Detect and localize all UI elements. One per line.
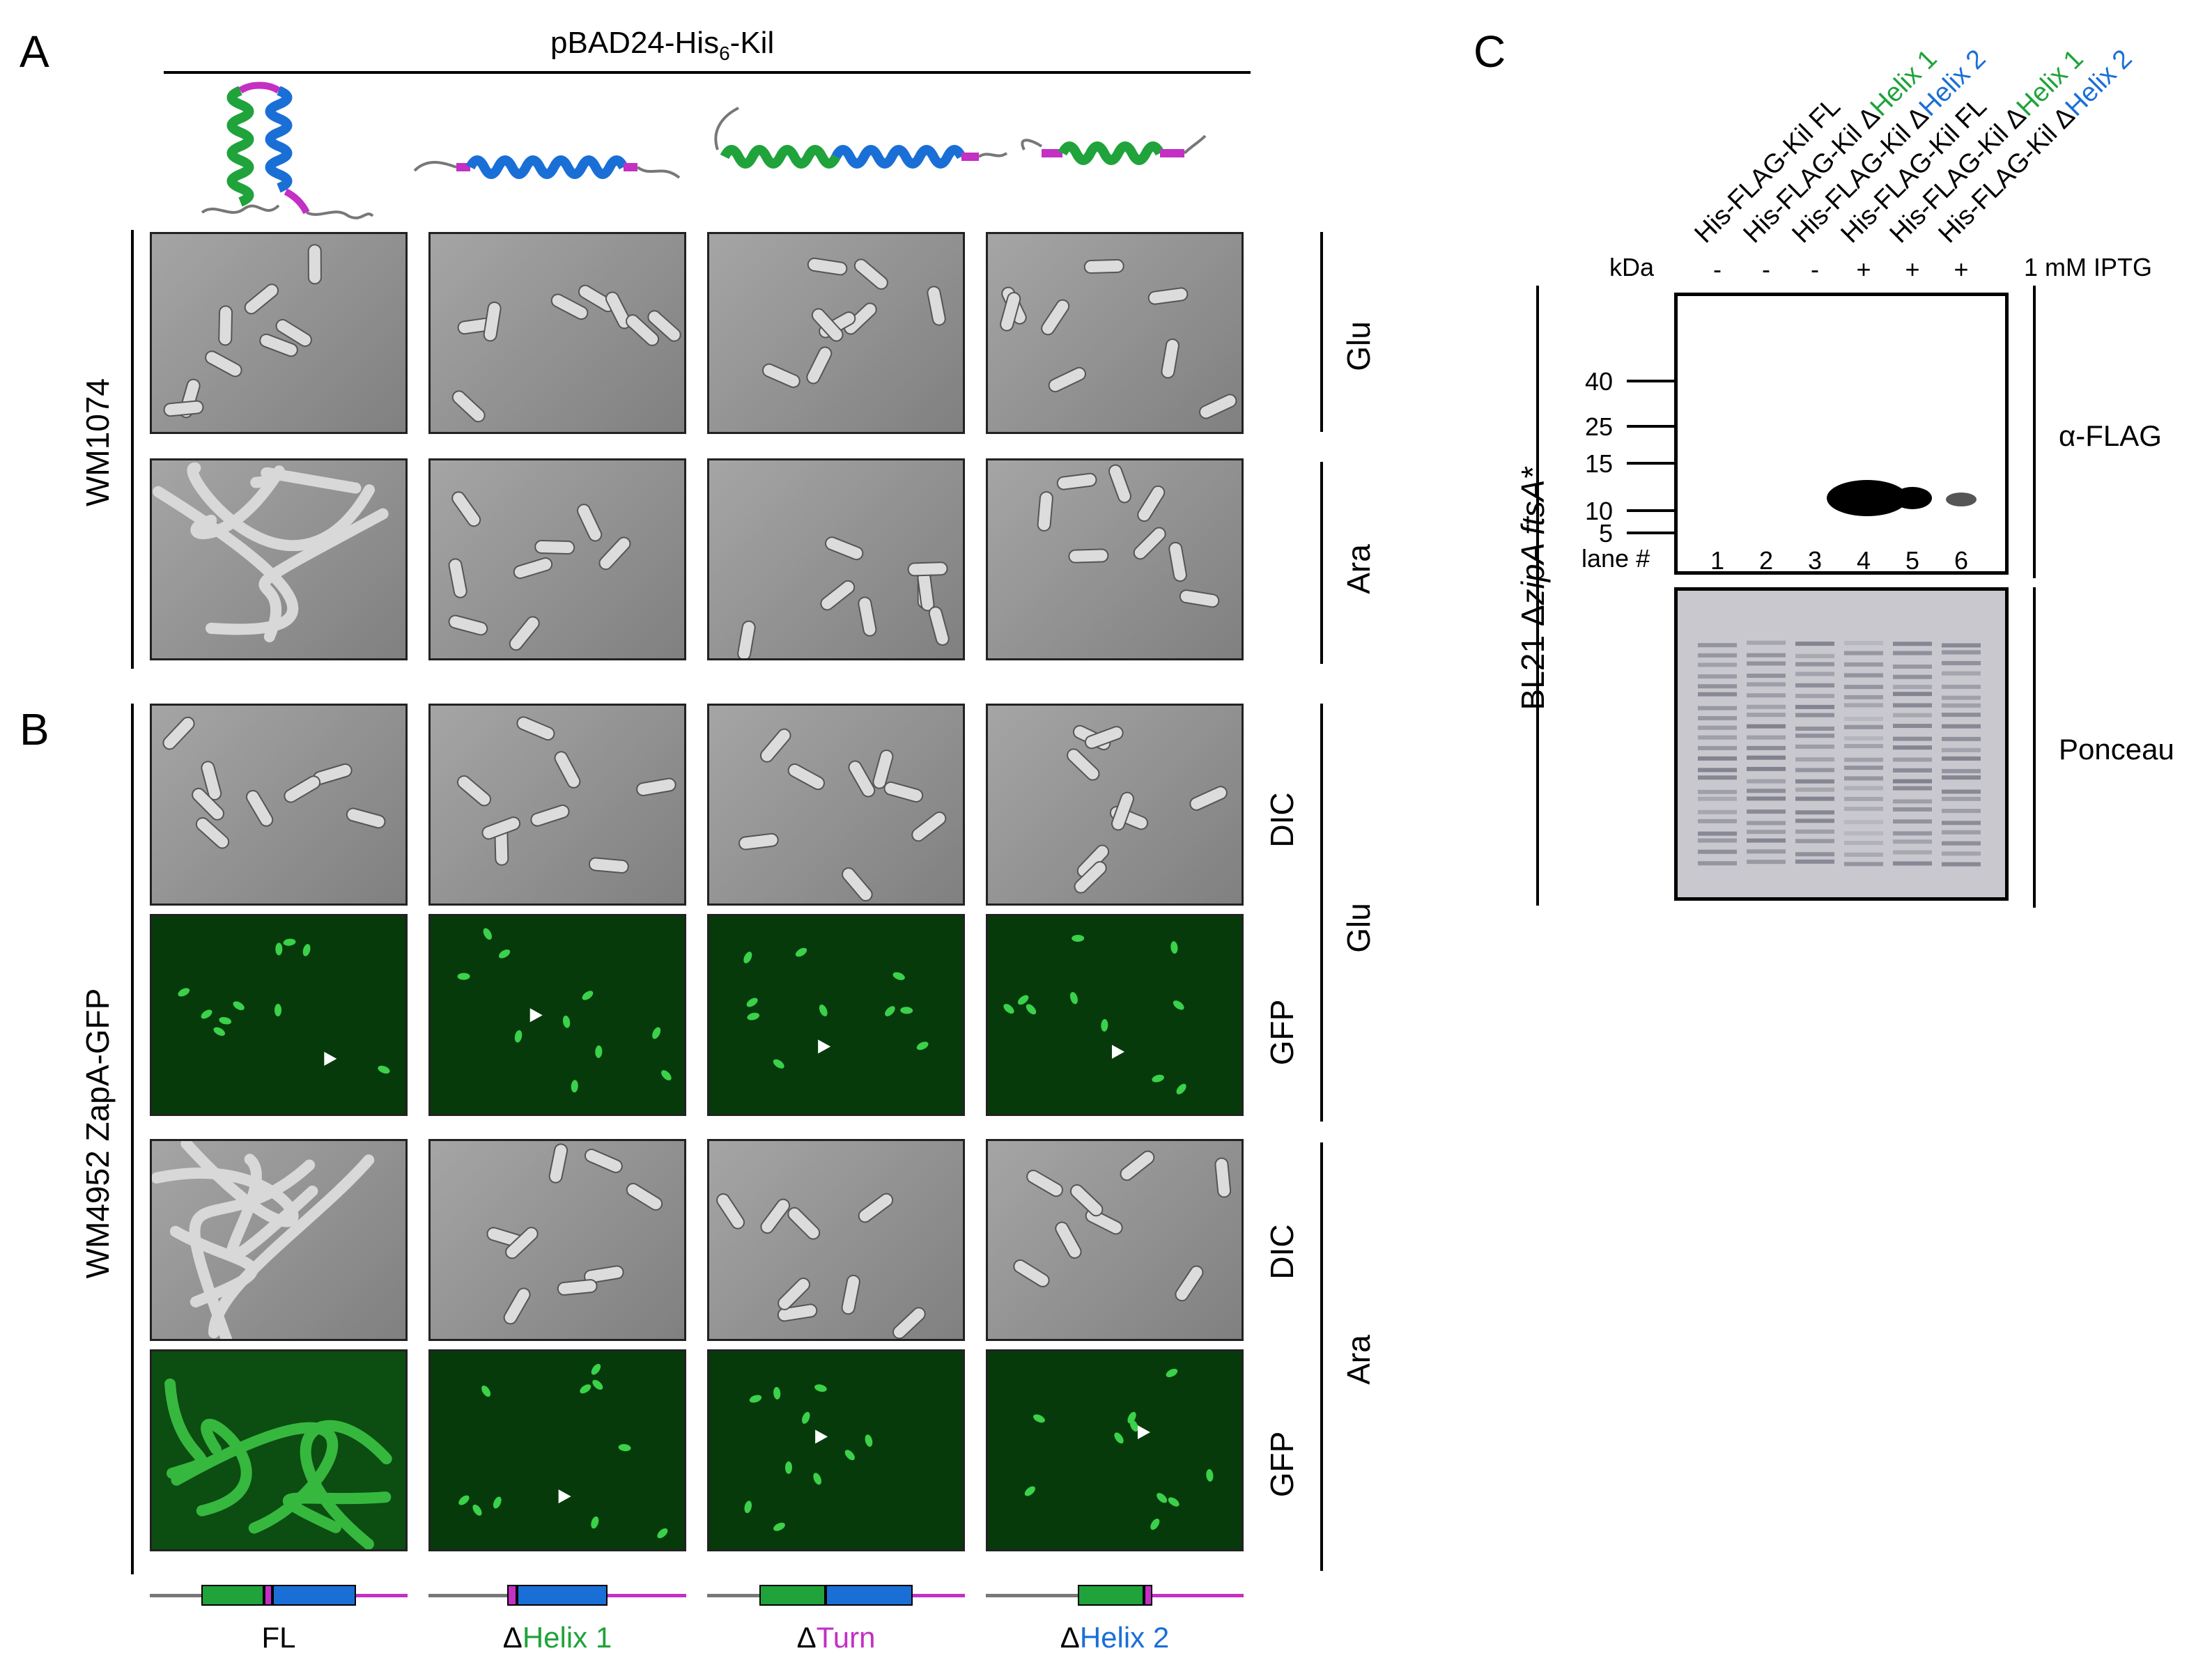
- mw-marker-15: 15: [1584, 449, 1613, 478]
- ponceau-label: Ponceau: [2059, 733, 2174, 766]
- panel-b-tile-r1-c1: [150, 704, 408, 906]
- structure-fl: [201, 82, 374, 219]
- kda-label: kDa: [1609, 253, 1655, 281]
- panel-b-ara: Ara: [1340, 1335, 1377, 1385]
- ponceau-stain: [1674, 587, 2009, 901]
- panel-a-tile-r1-c4: [986, 232, 1244, 434]
- panel-b-tile-r4-c4: [986, 1349, 1244, 1551]
- mw-marker-5: 5: [1598, 519, 1613, 548]
- panel-a-strain: WM1074: [79, 378, 116, 507]
- panel-a-tile-r1-c1: [150, 232, 408, 434]
- construct-title-rule: [164, 71, 1251, 74]
- iptg-mark-6: +: [1954, 255, 1969, 284]
- panel-a-label: A: [20, 26, 49, 77]
- western-band-6: [1946, 493, 1977, 506]
- channel-dic-2: DIC: [1264, 1224, 1300, 1280]
- schematic-4: [986, 1585, 1244, 1606]
- panel-a-tile-r2-c2: [428, 458, 686, 660]
- lane-number-4: 4: [1856, 546, 1871, 575]
- mw-marker-25: 25: [1584, 412, 1613, 441]
- iptg-mark-5: +: [1905, 255, 1920, 284]
- construct-label-2: ΔHelix 1: [502, 1621, 612, 1654]
- panel-b-tile-r3-c1: [150, 1139, 408, 1341]
- channel-dic-1: DIC: [1264, 792, 1300, 848]
- iptg-mark-2: -: [1762, 255, 1770, 284]
- panel-b-tile-r4-c3: [707, 1349, 965, 1551]
- panel-b-tile-r3-c2: [428, 1139, 686, 1341]
- panel-b-tile-r2-c1: [150, 914, 408, 1116]
- mw-tick-25: [1627, 425, 1674, 428]
- schematic-2: [428, 1585, 686, 1606]
- construct-title: pBAD24-His6-Kil: [550, 26, 775, 64]
- mw-marker-10: 10: [1584, 497, 1613, 525]
- panel-b-tile-r1-c4: [986, 704, 1244, 906]
- western-band-4: [1827, 480, 1908, 516]
- panel-c-strain-bracket: [1536, 286, 1539, 906]
- lane-number-label: lane #: [1581, 544, 1650, 573]
- panel-a-tile-r2-c1: [150, 458, 408, 660]
- mw-tick-10: [1627, 509, 1674, 512]
- panel-b-tile-r4-c2: [428, 1349, 686, 1551]
- lane-number-2: 2: [1758, 546, 1774, 575]
- panel-b-tile-r2-c2: [428, 914, 686, 1116]
- panel-b-tile-r4-c1: [150, 1349, 408, 1551]
- iptg-label: 1 mM IPTG: [2024, 253, 2153, 281]
- panel-a-glu: Glu: [1340, 321, 1377, 371]
- construct-label-4: ΔHelix 2: [1060, 1621, 1170, 1654]
- structure-dhelix2: [1021, 134, 1207, 165]
- lane-number-3: 3: [1807, 546, 1823, 575]
- schematic-1: [150, 1585, 408, 1606]
- western-blot: [1674, 293, 2009, 575]
- panel-b-tile-r2-c4: [986, 914, 1244, 1116]
- mw-tick-15: [1627, 462, 1674, 465]
- panel-b-strain-bracket: [131, 704, 134, 1574]
- construct-label-1: FL: [261, 1621, 296, 1654]
- glu-bracket-a: [1320, 232, 1323, 432]
- ponceau-bracket: [2033, 587, 2036, 908]
- panel-a-tile-r2-c4: [986, 458, 1244, 660]
- channel-gfp-1: GFP: [1264, 999, 1300, 1066]
- panel-a-tile-r1-c2: [428, 232, 686, 434]
- glu-bracket-b: [1320, 704, 1323, 1122]
- panel-c-label: C: [1474, 26, 1506, 77]
- ara-bracket-a: [1320, 462, 1323, 664]
- iptg-mark-1: -: [1713, 255, 1722, 284]
- lane-number-5: 5: [1905, 546, 1920, 575]
- western-band-5: [1893, 487, 1932, 509]
- panel-b-glu: Glu: [1340, 903, 1377, 953]
- panel-b-strain: WM4952 ZapA-GFP: [79, 988, 116, 1279]
- panel-b-tile-r3-c4: [986, 1139, 1244, 1341]
- iptg-mark-3: -: [1811, 255, 1819, 284]
- mw-marker-40: 40: [1584, 367, 1613, 396]
- schematic-3: [707, 1585, 965, 1606]
- panel-b-tile-r2-c3: [707, 914, 965, 1116]
- lane-number-1: 1: [1710, 546, 1725, 575]
- western-bracket: [2033, 286, 2036, 578]
- protein-structures: [201, 82, 1207, 219]
- panel-c-strain: BL21 ΔzipA ftsA*: [1515, 467, 1551, 711]
- mw-tick-5: [1627, 532, 1674, 534]
- structure-dturn: [714, 107, 1008, 169]
- construct-label-3: ΔTurn: [796, 1621, 876, 1654]
- panel-a-tile-r1-c3: [707, 232, 965, 434]
- panel-a-ara: Ara: [1340, 544, 1377, 594]
- panel-b-label: B: [20, 704, 49, 754]
- structure-dhelix1: [413, 155, 681, 179]
- panel-b-tile-r3-c3: [707, 1139, 965, 1341]
- mw-tick-40: [1627, 380, 1674, 382]
- lane-number-6: 6: [1954, 546, 1969, 575]
- panel-a-strain-bracket: [131, 230, 134, 669]
- panel-b-tile-r1-c2: [428, 704, 686, 906]
- western-label: α-FLAG: [2059, 419, 2162, 452]
- iptg-mark-4: +: [1856, 255, 1871, 284]
- panel-b-tile-r1-c3: [707, 704, 965, 906]
- ara-bracket-b: [1320, 1142, 1323, 1571]
- panel-a-tile-r2-c3: [707, 458, 965, 660]
- channel-gfp-2: GFP: [1264, 1431, 1300, 1498]
